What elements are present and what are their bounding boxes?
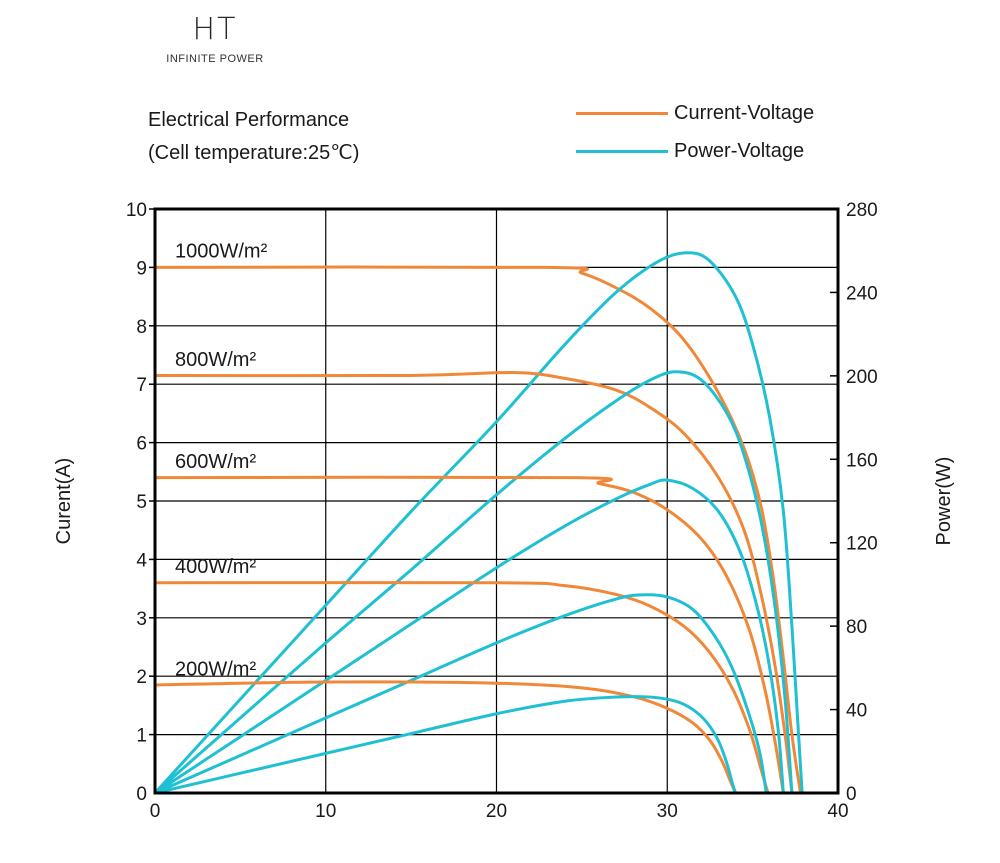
pv-curve-4 xyxy=(154,695,737,795)
x-tick-label: 40 xyxy=(827,801,848,822)
chart-curves xyxy=(153,251,804,795)
iv-curve-0 xyxy=(154,265,802,794)
pv-curve-1 xyxy=(154,370,794,795)
legend-swatch-current xyxy=(576,111,668,115)
irradiance-label-1: 800W/m² xyxy=(175,349,256,371)
irradiance-label-4: 200W/m² xyxy=(175,658,256,680)
y-tick-label: 0 xyxy=(136,784,147,805)
irradiance-label-0: 1000W/m² xyxy=(175,241,268,263)
y-tick-label: 10 xyxy=(126,200,147,221)
legend-label-power: Power-Voltage xyxy=(674,139,805,162)
y-tick-label: 1 xyxy=(136,726,147,747)
brand-logo: HT xyxy=(192,12,238,47)
y-tick-label: 8 xyxy=(136,317,147,338)
y-tick-label: 4 xyxy=(136,550,147,571)
iv-curve-4 xyxy=(154,680,737,794)
y-tick-label: 2 xyxy=(136,667,147,688)
x-tick-label: 0 xyxy=(150,801,161,822)
subtitle-line-1: Electrical Performance xyxy=(148,109,350,131)
y2-axis-title: Power(W) xyxy=(933,457,955,546)
brand-tagline: INFINITE POWER xyxy=(166,53,264,65)
pv-curve-0 xyxy=(153,251,804,795)
irradiance-label-2: 600W/m² xyxy=(175,451,256,473)
y2-tick-label: 40 xyxy=(846,701,867,722)
chart-subtitle: Electrical Performance (Cell temperature… xyxy=(148,104,359,170)
legend-label-current: Current-Voltage xyxy=(674,101,815,124)
iv-curve-1 xyxy=(154,370,794,794)
y2-tick-label: 0 xyxy=(846,784,857,805)
irradiance-labels: 1000W/m² 800W/m² 600W/m² 400W/m² 200W/m² xyxy=(175,241,268,681)
y-tick-label: 5 xyxy=(136,492,147,513)
y-tick-label: 3 xyxy=(136,609,147,630)
y2-tick-label: 160 xyxy=(846,450,878,471)
y2-tick-label: 280 xyxy=(846,200,878,221)
y-tick-label: 9 xyxy=(136,258,147,279)
iv-curve-2 xyxy=(154,475,785,794)
legend-item-power: Power-Voltage xyxy=(576,136,804,166)
irradiance-label-3: 400W/m² xyxy=(175,556,256,578)
x-tick-label: 20 xyxy=(486,801,507,822)
grid-lines xyxy=(155,209,838,793)
pv-curve-2 xyxy=(154,478,785,795)
y-tick-label: 7 xyxy=(136,375,147,396)
y2-tick-label: 240 xyxy=(846,283,878,304)
iv-curve-3 xyxy=(154,581,770,794)
y2-tick-label: 120 xyxy=(846,534,878,555)
y2-tick-label: 200 xyxy=(846,367,878,388)
legend-swatch-power xyxy=(576,149,668,153)
subtitle-line-2: (Cell temperature:25℃) xyxy=(148,142,360,164)
y-tick-label: 6 xyxy=(136,434,147,455)
axis-ticks: 0 10 20 30 400123456789100408012016020024028… xyxy=(126,200,878,822)
pv-curve-3 xyxy=(154,593,768,795)
y-axis-title: Curent(A) xyxy=(53,458,75,545)
x-tick-label: 10 xyxy=(315,801,336,822)
y2-tick-label: 80 xyxy=(846,617,867,638)
legend-item-current: Current-Voltage xyxy=(576,98,814,128)
x-tick-label: 30 xyxy=(657,801,678,822)
chart-legend: Current-Voltage Power-Voltage xyxy=(576,98,876,178)
